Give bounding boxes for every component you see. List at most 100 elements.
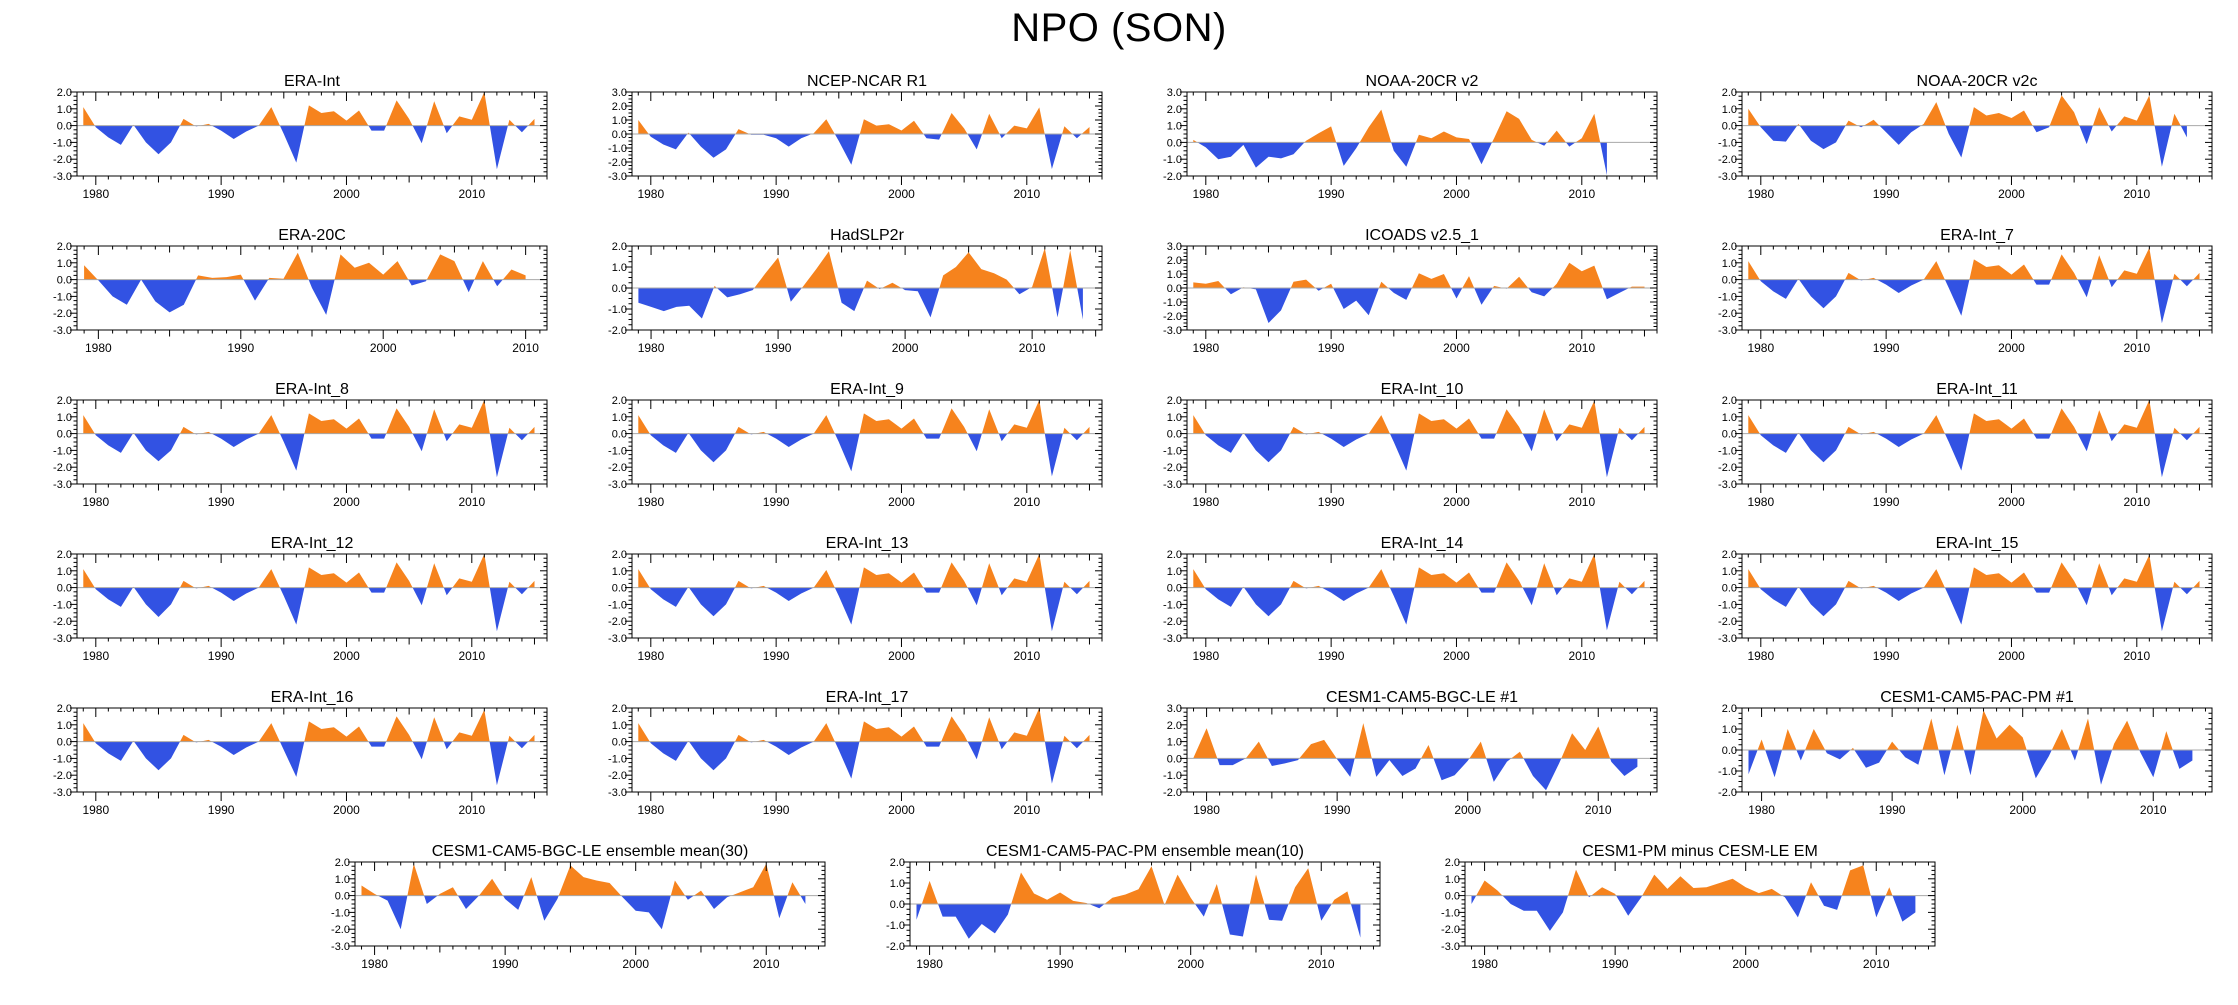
negative-area — [638, 587, 1090, 632]
y-tick-label: -3.0 — [53, 479, 72, 491]
y-tick-label: 1.0 — [1167, 412, 1182, 424]
y-tick-label: -1.0 — [608, 445, 627, 457]
axis-labels: -3.0 -2.0 -1.0 0.0 1.0 2.0 1980 1990 2000 2010 — [1718, 87, 2150, 201]
axes — [70, 399, 548, 493]
y-tick-label: -1.0 — [1718, 137, 1737, 149]
axis-labels: -2.0 -1.0 0.0 1.0 2.0 3.0 1980 1990 2000 2010 — [1163, 87, 1595, 201]
y-tick-label: 0.0 — [612, 737, 627, 749]
y-tick-label: 0.0 — [57, 121, 72, 133]
negative-area — [83, 433, 535, 478]
y-tick-label: 2.0 — [57, 703, 72, 715]
y-tick-label: 1.0 — [889, 878, 904, 890]
x-tick-label: 2000 — [333, 649, 360, 663]
y-tick-label: 0.0 — [1722, 745, 1737, 757]
axes — [902, 861, 1380, 955]
chart-panel-era-int-9: -3.0 -2.0 -1.0 0.0 1.0 2.0 1980 1990 2000 2010 ERA… — [608, 381, 1103, 509]
y-tick-label: 2.0 — [1722, 87, 1737, 99]
axis-labels: -3.0 -2.0 -1.0 0.0 1.0 2.0 1980 1990 2000 2010 — [53, 395, 485, 509]
y-tick-label: 2.0 — [57, 549, 72, 561]
axis-labels: -2.0 -1.0 0.0 1.0 2.0 3.0 1980 1990 2000 2010 — [1163, 703, 1612, 817]
axes — [625, 553, 1103, 647]
axes — [1180, 399, 1658, 493]
x-tick-label: 2000 — [1454, 803, 1481, 817]
x-tick-label: 2010 — [1013, 495, 1040, 509]
negative-area — [361, 895, 805, 930]
y-tick-label: -1.0 — [53, 445, 72, 457]
x-tick-label: 2010 — [1568, 649, 1595, 663]
axes — [1180, 245, 1658, 339]
x-tick-label: 1990 — [765, 341, 792, 355]
positive-area — [1748, 95, 2187, 126]
y-tick-label: -2.0 — [1163, 616, 1182, 628]
x-tick-label: 1990 — [208, 803, 235, 817]
negative-area — [83, 125, 535, 170]
y-tick-label: -2.0 — [886, 941, 905, 953]
positive-area — [1471, 865, 1915, 896]
x-tick-label: 2000 — [1443, 649, 1470, 663]
y-tick-label: 1.0 — [1167, 566, 1182, 578]
axes — [1180, 553, 1658, 647]
y-tick-label: -3.0 — [53, 325, 72, 337]
y-tick-label: -1.0 — [53, 599, 72, 611]
y-tick-label: -2.0 — [1163, 462, 1182, 474]
chart-panel-noaa-20cr-v2: -2.0 -1.0 0.0 1.0 2.0 3.0 1980 1990 2000 2010 NOAA… — [1163, 73, 1658, 201]
x-tick-label: 2010 — [1013, 187, 1040, 201]
y-tick-label: -2.0 — [1718, 616, 1737, 628]
y-tick-label: 2.0 — [1167, 395, 1182, 407]
x-tick-label: 1980 — [1471, 957, 1498, 971]
y-tick-label: 2.0 — [612, 395, 627, 407]
y-tick-label: -2.0 — [53, 770, 72, 782]
y-tick-label: -2.0 — [1163, 311, 1182, 323]
x-tick-label: 2000 — [333, 187, 360, 201]
panel-title: ERA-Int_15 — [1936, 535, 2019, 552]
y-tick-label: 1.0 — [1722, 412, 1737, 424]
x-tick-label: 2000 — [1177, 957, 1204, 971]
chart-panel-era-int-13: -3.0 -2.0 -1.0 0.0 1.0 2.0 1980 1990 2000 2010 ERA… — [608, 535, 1103, 663]
y-tick-label: -2.0 — [608, 616, 627, 628]
axis-labels: -3.0 -2.0 -1.0 0.0 1.0 2.0 1980 1990 2000 2010 — [53, 549, 485, 663]
panel-title: ERA-Int_14 — [1381, 535, 1464, 552]
panel-title: ERA-Int_11 — [1936, 381, 2018, 398]
y-tick-label: 2.0 — [1167, 720, 1182, 732]
x-tick-label: 2010 — [2123, 341, 2150, 355]
y-tick-label: -3.0 — [1441, 941, 1460, 953]
y-tick-label: -1.0 — [53, 137, 72, 149]
x-tick-label: 1990 — [208, 495, 235, 509]
positive-area — [1748, 710, 2193, 750]
y-tick-label: 3.0 — [1167, 703, 1182, 715]
y-tick-label: 2.0 — [612, 703, 627, 715]
y-tick-label: -3.0 — [53, 787, 72, 799]
y-tick-label: 3.0 — [1167, 241, 1182, 253]
y-tick-label: 2.0 — [1722, 703, 1737, 715]
y-tick-label: -2.0 — [1718, 787, 1737, 799]
chart-panel-era-int-10: -3.0 -2.0 -1.0 0.0 1.0 2.0 1980 1990 2000 2010 ERA… — [1163, 381, 1658, 509]
y-tick-label: 0.0 — [334, 891, 349, 903]
x-tick-label: 2000 — [892, 341, 919, 355]
chart-panel-cesm1-cam5-bgc-le-1: -2.0 -1.0 0.0 1.0 2.0 3.0 1980 1990 2000 2010 CESM… — [1163, 689, 1658, 817]
axis-labels: -3.0 -2.0 -1.0 0.0 1.0 2.0 1980 1990 2000 2010 — [1718, 549, 2150, 663]
y-tick-label: -2.0 — [1441, 924, 1460, 936]
axes — [1735, 91, 2213, 185]
x-tick-label: 2010 — [2140, 803, 2167, 817]
negative-area — [916, 904, 1360, 939]
y-tick-label: -1.0 — [608, 599, 627, 611]
y-tick-label: 0.0 — [612, 129, 627, 141]
y-tick-label: -1.0 — [1718, 599, 1737, 611]
y-tick-label: -3.0 — [608, 787, 627, 799]
axis-labels: -3.0 -2.0 -1.0 0.0 1.0 2.0 1980 1990 2000 2010 — [53, 703, 485, 817]
negative-area — [638, 741, 1090, 784]
x-tick-label: 2000 — [1998, 495, 2025, 509]
y-tick-label: 2.0 — [57, 241, 72, 253]
y-tick-label: -3.0 — [1718, 171, 1737, 183]
y-tick-label: 2.0 — [1722, 241, 1737, 253]
y-tick-label: -1.0 — [1441, 907, 1460, 919]
y-tick-label: 3.0 — [612, 87, 627, 99]
y-tick-label: -1.0 — [1163, 154, 1182, 166]
y-tick-label: -2.0 — [608, 770, 627, 782]
negative-area — [638, 433, 1090, 477]
negative-area — [84, 279, 526, 315]
y-tick-label: 0.0 — [57, 583, 72, 595]
panel-title: ERA-Int_13 — [826, 535, 909, 552]
axes — [1735, 707, 2213, 801]
y-tick-label: 2.0 — [1444, 857, 1459, 869]
